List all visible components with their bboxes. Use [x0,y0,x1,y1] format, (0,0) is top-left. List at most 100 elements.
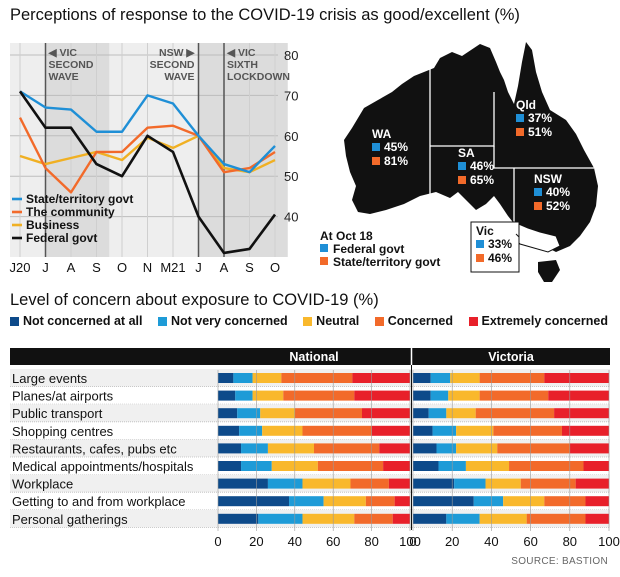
bar-segment-victoria [413,408,429,419]
bar-segment-victoria [509,461,584,471]
bar-segment-victoria [430,390,449,401]
bar-segment-national [350,478,389,489]
category-label: Large events [12,371,88,386]
bar-segment-national [218,496,290,507]
x-tick-label-victoria: 40 [484,534,498,549]
bar-segment-victoria [575,478,609,489]
tasmania-shape [538,260,560,282]
x-tick-label: A [67,260,76,275]
bar-segment-national [258,513,303,524]
bar-segment-victoria [465,461,510,471]
legend-concerned: Concerned [374,314,453,328]
bar-segment-national [283,390,355,401]
bar-segment-victoria [485,478,521,489]
bar-segment-victoria [446,408,476,419]
legend-not-concerned: Not concerned at all [10,314,142,328]
series-line-community [18,117,276,194]
bar-segment-national [235,390,253,401]
bar-segment-national [218,513,259,524]
state-swatch-federal [476,240,484,248]
border-qld [493,146,594,169]
x-tick-label-victoria: 80 [563,534,577,549]
category-label: Planes/at airports [12,389,114,404]
state-value-state-SA: 65% [470,173,494,187]
bar-segment-victoria [413,478,455,489]
bar-segment-national [239,425,263,436]
source-note: SOURCE: BASTION [511,556,608,567]
bar-segment-victoria [473,496,504,507]
y-tick-label: 50 [284,169,298,184]
bar-segment-national [294,408,362,419]
vic-second-wave-band [45,43,110,257]
state-name-Qld: Qld [516,98,536,112]
state-swatch-state [458,176,466,184]
bar-segment-national [233,373,253,383]
annotation-text: SECOND [150,59,195,71]
bar-segment-victoria [413,390,431,401]
bar-segment-national [371,425,410,436]
bar-segment-victoria [428,408,447,419]
bar-segment-victoria [475,408,555,419]
annotation-text: LOCKDOWN [227,71,290,83]
bar-segment-national [218,390,236,401]
nsw-vic-lockdown-band [198,43,288,257]
bar-segment-national [317,461,384,471]
state-name-WA: WA [372,127,392,141]
bar-segment-victoria [430,373,451,383]
annotation-text: WAVE [49,71,79,83]
state-value-federal-SA: 46% [470,159,494,173]
bar-segment-national [218,373,234,383]
bar-segment-national [281,373,353,383]
x-tick-label: O [270,260,280,275]
state-value-federal-WA: 45% [384,140,408,154]
legend-neutral: Neutral [303,314,359,328]
bar-segment-national [394,496,410,507]
category-label: Getting to and from workplace [12,494,185,509]
state-name-SA: SA [458,146,475,160]
bar-segment-national [237,408,261,419]
bar-segment-victoria [432,425,457,436]
vic-leader-line [515,233,520,238]
x-tick-label: M21 [160,260,185,275]
bar-segment-victoria [569,443,609,454]
bar-segment-victoria [493,425,562,436]
state-swatch-federal [516,114,524,122]
x-tick-label: O [117,260,127,275]
bar-segment-victoria [503,496,545,507]
bar-segment-national [352,373,410,383]
map-legend-swatch [320,257,328,265]
category-label: Workplace [12,477,73,492]
bar-segment-national [267,478,303,489]
bar-segment-national [218,478,268,489]
bar-segment-victoria [413,461,439,471]
bar-segment-national [252,390,284,401]
bar-segment-victoria [446,513,480,524]
category-label: Public transport [12,406,103,421]
bar-segment-victoria [436,443,457,454]
x-tick-label-victoria: 60 [523,534,537,549]
series-line-federal [18,90,277,255]
bar-segment-victoria [526,513,586,524]
chart-title-concern: Level of concern about exposure to COVID… [10,291,379,309]
bar-segment-national [314,443,380,454]
bar-segment-victoria [456,425,494,436]
legend-label-community: The community [26,205,115,219]
map-legend-label: State/territory govt [333,255,440,269]
bar-segment-national [388,478,410,489]
annotation-text: SECOND [49,59,94,71]
bar-segment-victoria [413,373,431,383]
state-swatch-federal [458,162,466,170]
x-tick-label: J [42,260,49,275]
bar-segment-national [267,443,314,454]
x-tick-label: N [143,260,152,275]
bar-segment-national [302,425,372,436]
state-swatch-state [372,157,380,165]
bar-segment-victoria [448,390,480,401]
y-tick-label: 70 [284,88,298,103]
bar-segment-national [354,390,410,401]
bar-segment-victoria [413,443,437,454]
bar-segment-national [323,496,366,507]
bar-segment-victoria [583,461,609,471]
bar-segment-victoria [479,373,545,383]
bar-segment-victoria [497,443,570,454]
